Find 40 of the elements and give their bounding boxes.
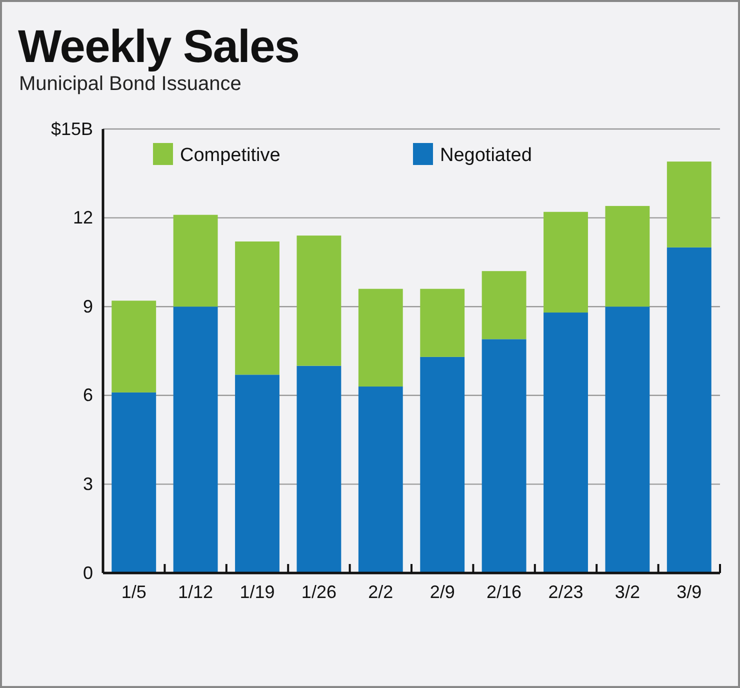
bar (173, 214, 218, 307)
bar (235, 241, 280, 375)
y-tick-label: $15B (50, 118, 93, 139)
bar (482, 271, 526, 340)
bar (358, 288, 403, 387)
y-tick-label: 3 (82, 474, 93, 494)
bar (420, 356, 465, 573)
x-tick-label: 1/19 (240, 582, 275, 602)
bar (420, 288, 465, 357)
bar (666, 162, 712, 248)
bar (544, 212, 588, 313)
x-tick-label: 3/2 (614, 582, 640, 602)
bar (112, 392, 156, 573)
y-tick-label: 0 (82, 562, 93, 583)
x-tick-label: 2/23 (548, 582, 584, 602)
bar (605, 206, 650, 307)
x-tick-label: 2/9 (430, 582, 455, 602)
y-tick-label: 12 (72, 208, 93, 228)
bar (173, 306, 218, 573)
y-tick-label: 9 (82, 296, 93, 316)
legend-label: Competitive (180, 145, 280, 166)
bar (605, 306, 650, 573)
chart-title: Weekly Sales (18, 20, 300, 72)
bar (666, 247, 712, 573)
bar (544, 312, 588, 573)
x-tick-label: 1/26 (301, 582, 336, 602)
x-tick-label: 3/9 (676, 582, 702, 602)
bar (235, 374, 280, 573)
x-tick-label: 1/5 (121, 582, 146, 602)
bar (112, 300, 156, 392)
y-tick-label: 6 (82, 385, 93, 406)
bar (358, 386, 403, 573)
x-tick-label: 2/2 (368, 582, 394, 602)
legend-label: Negotiated (440, 145, 532, 166)
x-tick-label: 1/12 (178, 582, 214, 602)
bar (296, 366, 342, 573)
bar (296, 236, 342, 366)
bar (482, 339, 526, 573)
x-tick-label: 2/16 (486, 582, 522, 602)
chart-subtitle: Municipal Bond Issuance (19, 73, 242, 95)
